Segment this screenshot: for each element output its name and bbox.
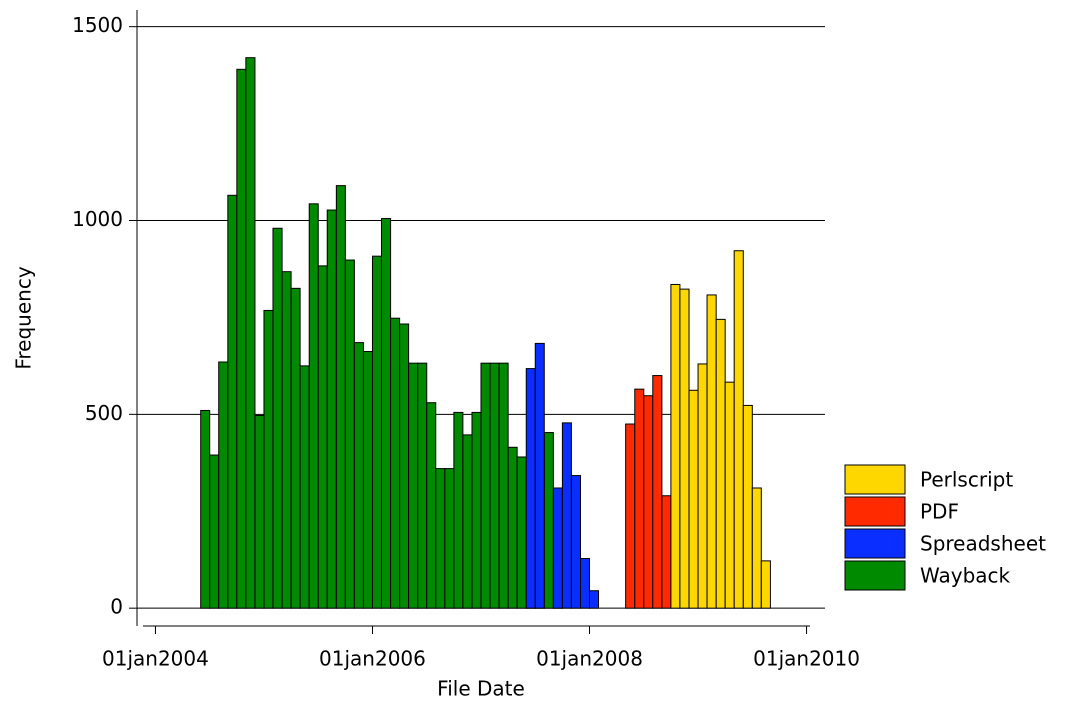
bar xyxy=(715,318,726,609)
bar xyxy=(200,409,211,609)
bar xyxy=(688,389,699,609)
bar xyxy=(742,404,753,609)
bar xyxy=(480,362,491,609)
bar xyxy=(453,411,464,609)
bar xyxy=(661,495,672,609)
bar xyxy=(254,414,265,609)
bar xyxy=(543,432,554,609)
x-tick-label: 01jan2008 xyxy=(536,647,643,671)
bar xyxy=(290,287,301,609)
bar xyxy=(209,454,220,609)
bar xyxy=(263,309,274,609)
x-tick-label: 01jan2006 xyxy=(319,647,426,671)
bar xyxy=(489,362,500,609)
bar xyxy=(534,342,545,609)
y-tick-label: 0 xyxy=(110,595,123,619)
bar xyxy=(498,362,509,609)
bar xyxy=(236,68,247,609)
bar xyxy=(652,375,663,609)
bar xyxy=(552,487,563,609)
bar xyxy=(317,265,328,609)
bar xyxy=(308,203,319,609)
legend-swatch xyxy=(844,560,906,591)
bar xyxy=(525,368,536,609)
bar xyxy=(245,57,256,609)
y-tick-label: 500 xyxy=(85,401,123,425)
bar xyxy=(335,185,346,609)
legend-swatch xyxy=(844,464,906,495)
bar xyxy=(589,590,600,609)
bar xyxy=(444,468,455,609)
y-tick-label: 1000 xyxy=(72,207,123,231)
bar xyxy=(679,288,690,609)
legend-label: Wayback xyxy=(920,564,1011,588)
bar xyxy=(227,194,238,609)
bar xyxy=(326,209,337,609)
bar xyxy=(724,381,735,609)
bar xyxy=(516,456,527,609)
legend-label: Spreadsheet xyxy=(920,532,1046,556)
y-axis-title: Frequency xyxy=(12,266,36,369)
bar xyxy=(299,365,310,609)
bar xyxy=(371,255,382,609)
bar xyxy=(570,475,582,609)
bar xyxy=(344,259,355,609)
bar xyxy=(751,487,762,609)
bar xyxy=(670,283,681,609)
bar xyxy=(697,363,708,609)
bar xyxy=(272,227,283,609)
bar xyxy=(462,434,473,609)
bar xyxy=(561,422,572,609)
bar xyxy=(580,558,591,609)
bar xyxy=(353,342,364,609)
bar xyxy=(760,560,771,609)
bar xyxy=(435,468,446,609)
bar xyxy=(408,362,419,609)
bar xyxy=(507,446,518,609)
bar xyxy=(218,361,229,609)
y-tick-label: 1500 xyxy=(72,13,123,37)
bar xyxy=(281,271,292,609)
bar xyxy=(426,402,437,609)
bar xyxy=(733,250,744,609)
bar xyxy=(399,323,410,609)
x-axis-title: File Date xyxy=(437,677,525,701)
legend-swatch xyxy=(844,528,906,559)
x-tick-label: 01jan2004 xyxy=(102,647,209,671)
bar xyxy=(417,362,428,609)
bar xyxy=(706,294,717,609)
bar xyxy=(471,411,482,609)
x-tick-label: 01jan2010 xyxy=(753,647,860,671)
bar xyxy=(380,218,392,609)
bar xyxy=(643,395,654,609)
legend-label: PDF xyxy=(920,500,959,524)
bar xyxy=(634,388,645,609)
bar xyxy=(390,317,401,609)
bar xyxy=(362,351,373,609)
bar xyxy=(625,423,636,609)
legend-swatch xyxy=(844,496,906,527)
legend-label: Perlscript xyxy=(920,468,1013,492)
